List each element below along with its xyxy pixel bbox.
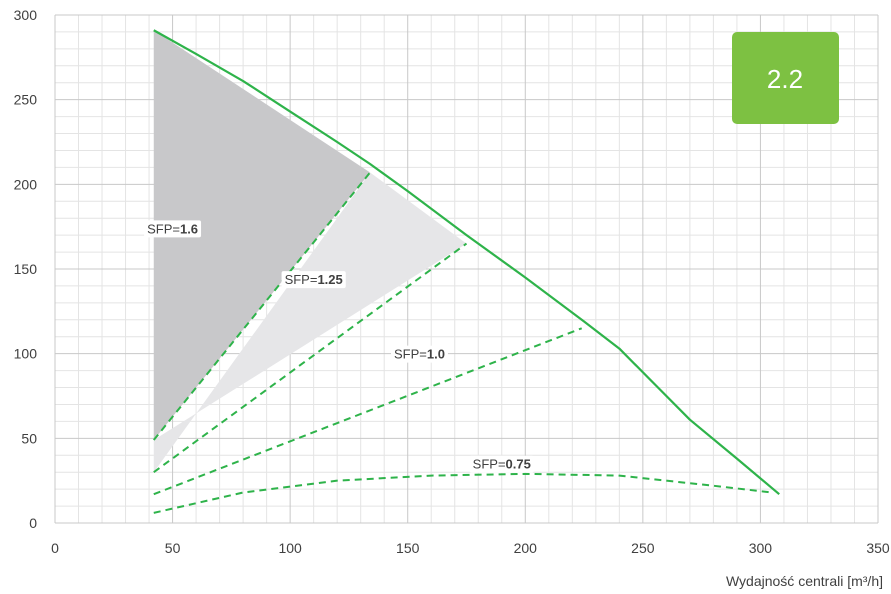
x-axis-title: Wydajność centrali [m³/h] [726, 573, 883, 589]
value-badge: 2.2 [732, 32, 839, 124]
x-axis-ticks: 0 50 100 150 200 250 300 350 [51, 540, 890, 556]
sfp-label-text: SFP=1.6 [147, 221, 198, 236]
y-tick-label: 200 [14, 176, 38, 192]
sfp-label: SFP=1.6 [144, 220, 202, 238]
sfp-value: 1.0 [427, 347, 445, 362]
y-tick-label: 300 [14, 7, 38, 23]
sfp-label: SFP=1.0 [390, 345, 448, 363]
sfp-value: 0.75 [506, 457, 531, 472]
badge-label: 2.2 [767, 64, 803, 94]
sfp-label: SFP=1.25 [281, 271, 346, 289]
shaded-region-dark [153, 30, 371, 441]
sfp-label: SFP=0.75 [469, 455, 534, 473]
sfp-label-bg [390, 345, 448, 363]
badge-box [732, 32, 839, 124]
x-tick-label: 200 [514, 540, 538, 556]
shaded-region-light [153, 172, 467, 473]
sfp-label-text: SFP=1.25 [285, 272, 343, 287]
x-tick-label: 100 [278, 540, 302, 556]
sfp-prefix: SFP= [285, 272, 318, 287]
x-tick-label: 350 [866, 540, 890, 556]
series-lines [152, 29, 780, 514]
sfp-label-text: SFP=1.0 [394, 347, 445, 362]
sfp-label-bg [144, 220, 202, 238]
sfp-value: 1.25 [317, 272, 342, 287]
shaded-regions [153, 30, 467, 473]
x-tick-label: 50 [165, 540, 181, 556]
x-tick-label: 0 [51, 540, 59, 556]
y-tick-label: 150 [14, 261, 38, 277]
sfp-prefix: SFP= [394, 347, 427, 362]
y-tick-label: 100 [14, 346, 38, 362]
sfp-value: 1.6 [180, 221, 198, 236]
x-tick-label: 150 [396, 540, 420, 556]
sfp-dashed-line [152, 171, 371, 441]
y-tick-label: 0 [29, 515, 37, 531]
y-tick-label: 50 [21, 430, 37, 446]
performance-curve-line [153, 29, 780, 496]
sfp-dashed-line [153, 327, 583, 496]
sfp-prefix: SFP= [473, 457, 506, 472]
y-tick-label: 250 [14, 92, 38, 108]
sfp-dashed-line [153, 472, 773, 514]
sfp-dashed-line [153, 242, 468, 474]
sfp-label-bg [281, 271, 346, 289]
y-axis-ticks: 0 50 100 150 200 250 300 [14, 7, 38, 531]
sfp-prefix: SFP= [147, 221, 180, 236]
sfp-label-text: SFP=0.75 [473, 457, 531, 472]
sfp-label-bg [469, 455, 534, 473]
x-tick-label: 250 [631, 540, 655, 556]
x-tick-label: 300 [749, 540, 773, 556]
